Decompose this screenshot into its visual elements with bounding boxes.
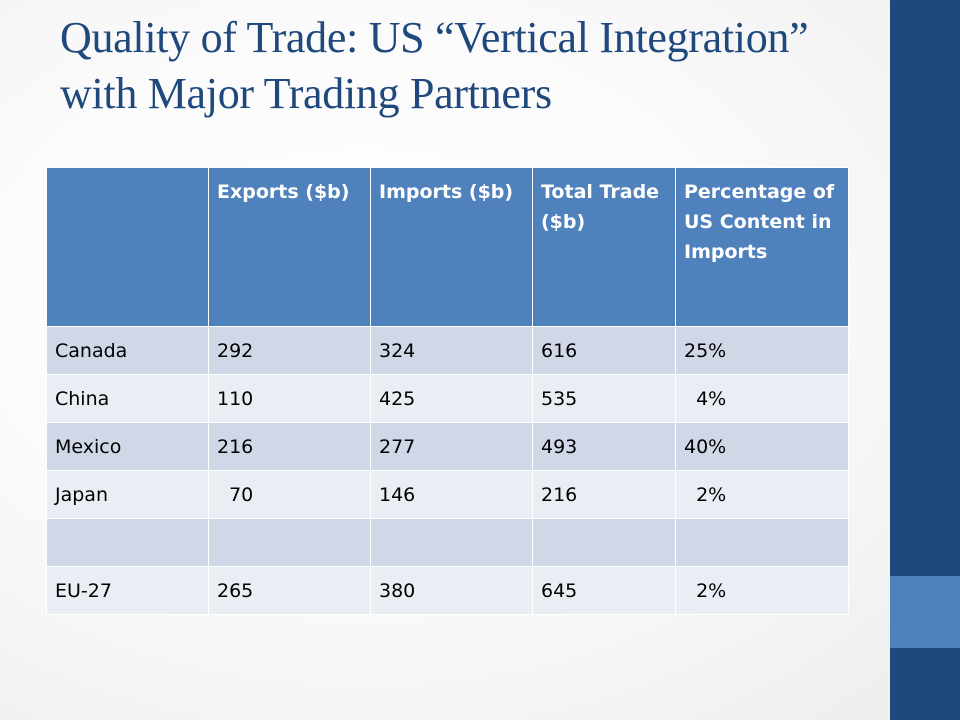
table-cell-total-trade: 216	[532, 470, 676, 519]
table-cell-imports: 277	[370, 422, 533, 471]
table-row: China 110 425 535 4%	[46, 374, 849, 423]
table-row: EU-27 265 380 645 2%	[46, 566, 849, 615]
table-cell-us-content: 2%	[675, 470, 849, 519]
table-cell-total-trade: 645	[532, 566, 676, 615]
table-cell-total-trade	[532, 518, 676, 567]
sidebar-decoration-accent	[890, 576, 960, 648]
table-cell-partner: EU-27	[46, 566, 209, 615]
table-cell-exports: 265	[208, 566, 371, 615]
column-header-partner	[46, 167, 209, 327]
table-cell-exports: 216	[208, 422, 371, 471]
table-cell-exports: 110	[208, 374, 371, 423]
table-row-empty	[46, 518, 849, 567]
slide-title: Quality of Trade: US “Vertical Integrati…	[60, 13, 809, 118]
table-header-row: Exports ($b) Imports ($b) Total Trade ($…	[46, 167, 849, 327]
table-cell-us-content: 40%	[675, 422, 849, 471]
table-cell-exports: 292	[208, 326, 371, 375]
table-cell-partner: Canada	[46, 326, 209, 375]
table-cell-us-content: 2%	[675, 566, 849, 615]
column-header-imports: Imports ($b)	[370, 167, 533, 327]
table-cell-total-trade: 493	[532, 422, 676, 471]
table-cell-partner	[46, 518, 209, 567]
table-cell-partner: Japan	[46, 470, 209, 519]
column-header-us-content: Percentage of US Content in Imports	[675, 167, 849, 327]
table-cell-total-trade: 535	[532, 374, 676, 423]
column-header-total-trade: Total Trade ($b)	[532, 167, 676, 327]
trade-table: Exports ($b) Imports ($b) Total Trade ($…	[46, 167, 849, 615]
table-cell-us-content: 4%	[675, 374, 849, 423]
table-cell-imports: 380	[370, 566, 533, 615]
table-row: Mexico 216 277 493 40%	[46, 422, 849, 471]
column-header-exports: Exports ($b)	[208, 167, 371, 327]
table-cell-us-content	[675, 518, 849, 567]
table-cell-total-trade: 616	[532, 326, 676, 375]
table-cell-exports	[208, 518, 371, 567]
table-cell-partner: China	[46, 374, 209, 423]
table-row: Japan 70 146 216 2%	[46, 470, 849, 519]
table-cell-us-content: 25%	[675, 326, 849, 375]
table-row: Canada 292 324 616 25%	[46, 326, 849, 375]
table-cell-imports: 425	[370, 374, 533, 423]
table-cell-imports: 324	[370, 326, 533, 375]
table-cell-exports: 70	[208, 470, 371, 519]
table-cell-partner: Mexico	[46, 422, 209, 471]
sidebar-decoration-bottom	[890, 648, 960, 720]
table-cell-imports: 146	[370, 470, 533, 519]
sidebar-decoration-top	[890, 0, 960, 576]
table-cell-imports	[370, 518, 533, 567]
